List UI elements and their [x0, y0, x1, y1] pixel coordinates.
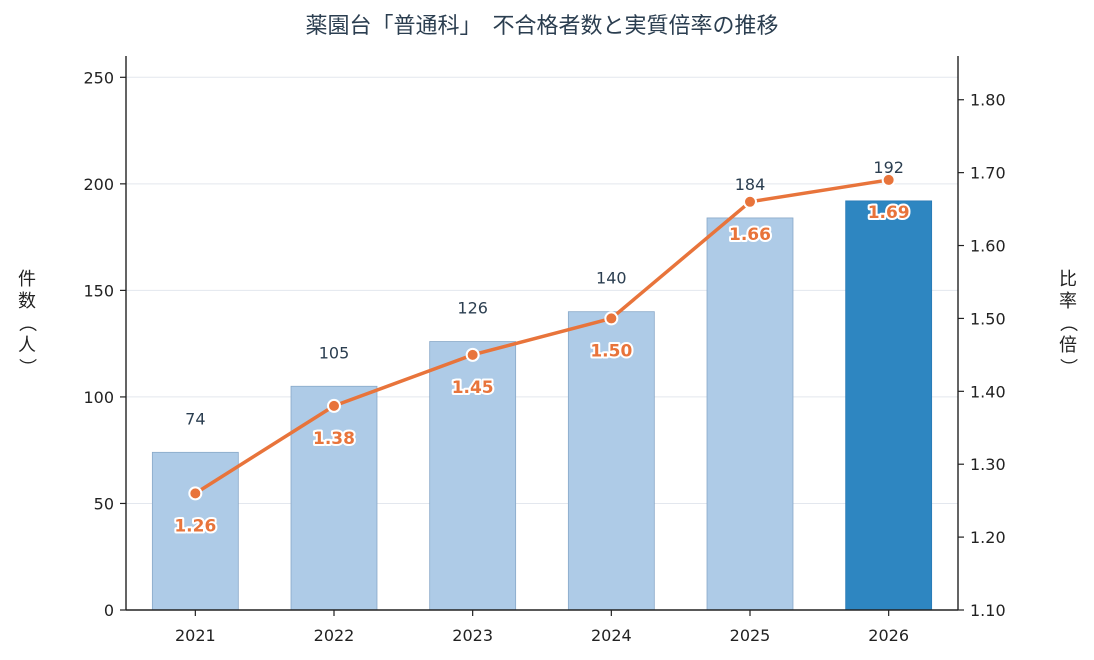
- bar-layer: [151, 200, 933, 611]
- y-tick-label: 200: [83, 175, 114, 194]
- bar-value-label: 140: [596, 269, 627, 288]
- rate-value-label: 1.26: [174, 516, 216, 536]
- y-axis-title-char: 人: [18, 335, 36, 356]
- rate-value-label: 1.66: [729, 225, 771, 245]
- y-axis-title-char: 件: [18, 269, 36, 290]
- bar-2022: [290, 385, 378, 611]
- rate-point-2021: [188, 486, 203, 501]
- y-axis-title-char: （: [16, 314, 37, 332]
- bar-value-label: 192: [873, 158, 904, 177]
- x-tick-label: 2026: [868, 626, 909, 645]
- grid-layer: [126, 76, 958, 504]
- y-axis-title-char: ）: [16, 358, 37, 376]
- rate-point-2023: [465, 347, 480, 362]
- rate-value-label: 1.69: [868, 203, 910, 223]
- rate-line: [193, 178, 891, 496]
- y-tick-label: 100: [83, 388, 114, 407]
- y-tick-label: 50: [94, 494, 114, 513]
- y2-tick-label: 1.80: [970, 91, 1006, 110]
- label-layer: 74 105 126 140 184 192 1.26 1.38 1.45 1.50 1.66 1.6…: [172, 158, 911, 538]
- rate-point-2026: [881, 172, 896, 187]
- y2-tick-label: 1.40: [970, 382, 1006, 401]
- bar-2026: [845, 200, 933, 611]
- y2-tick-label: 1.50: [970, 309, 1006, 328]
- y2-tick-label: 1.60: [970, 237, 1006, 256]
- x-tick-label: 2024: [591, 626, 632, 645]
- y-tick-label: 250: [83, 68, 114, 87]
- x-tick-label: 2023: [452, 626, 493, 645]
- y2-axis-title-char: ）: [1057, 358, 1078, 376]
- x-tick-label: 2025: [730, 626, 771, 645]
- bar-2025: [706, 217, 794, 611]
- bar-value-label: 105: [319, 343, 350, 362]
- chart-title: 薬園台「普通科」 不合格者数と実質倍率の推移: [305, 14, 778, 39]
- rate-point-2024: [604, 311, 619, 326]
- axis-layer: 0 50 100 150 200 250 1.10 1.20 1.30 1.40 1.50 1.60 1…: [83, 56, 1006, 645]
- y2-tick-label: 1.20: [970, 528, 1006, 547]
- bar-value-label: 74: [185, 409, 205, 428]
- rate-value-label: 1.38: [313, 429, 355, 449]
- bar-value-label: 126: [457, 299, 488, 318]
- y2-axis-title-char: （: [1057, 314, 1078, 332]
- y-axis-title: 件数 （ 人 ）: [16, 269, 37, 376]
- y2-axis-title-char: 比: [1059, 269, 1077, 290]
- y2-axis-title-char: 率: [1059, 291, 1077, 312]
- rate-point-2025: [743, 194, 757, 209]
- rate-value-label: 1.45: [452, 378, 494, 398]
- y2-axis-title-char: 倍: [1059, 335, 1077, 356]
- bar-2023: [429, 341, 517, 611]
- line-layer: [188, 172, 896, 501]
- x-tick-label: 2022: [314, 626, 355, 645]
- y2-tick-label: 1.30: [970, 455, 1006, 474]
- y2-tick-label: 1.70: [970, 164, 1006, 183]
- rate-point-2022: [327, 398, 341, 413]
- y-tick-label: 150: [83, 281, 114, 300]
- y2-axis-title: 比率 （ 倍 ）: [1057, 269, 1078, 376]
- y-axis-title-char: 数: [18, 291, 36, 312]
- bar-2021: [151, 451, 239, 611]
- x-tick-label: 2021: [175, 626, 216, 645]
- y2-tick-label: 1.10: [970, 601, 1006, 620]
- y-tick-label: 0: [104, 601, 114, 620]
- bar-value-label: 184: [735, 175, 766, 194]
- rate-value-label: 1.50: [590, 341, 632, 361]
